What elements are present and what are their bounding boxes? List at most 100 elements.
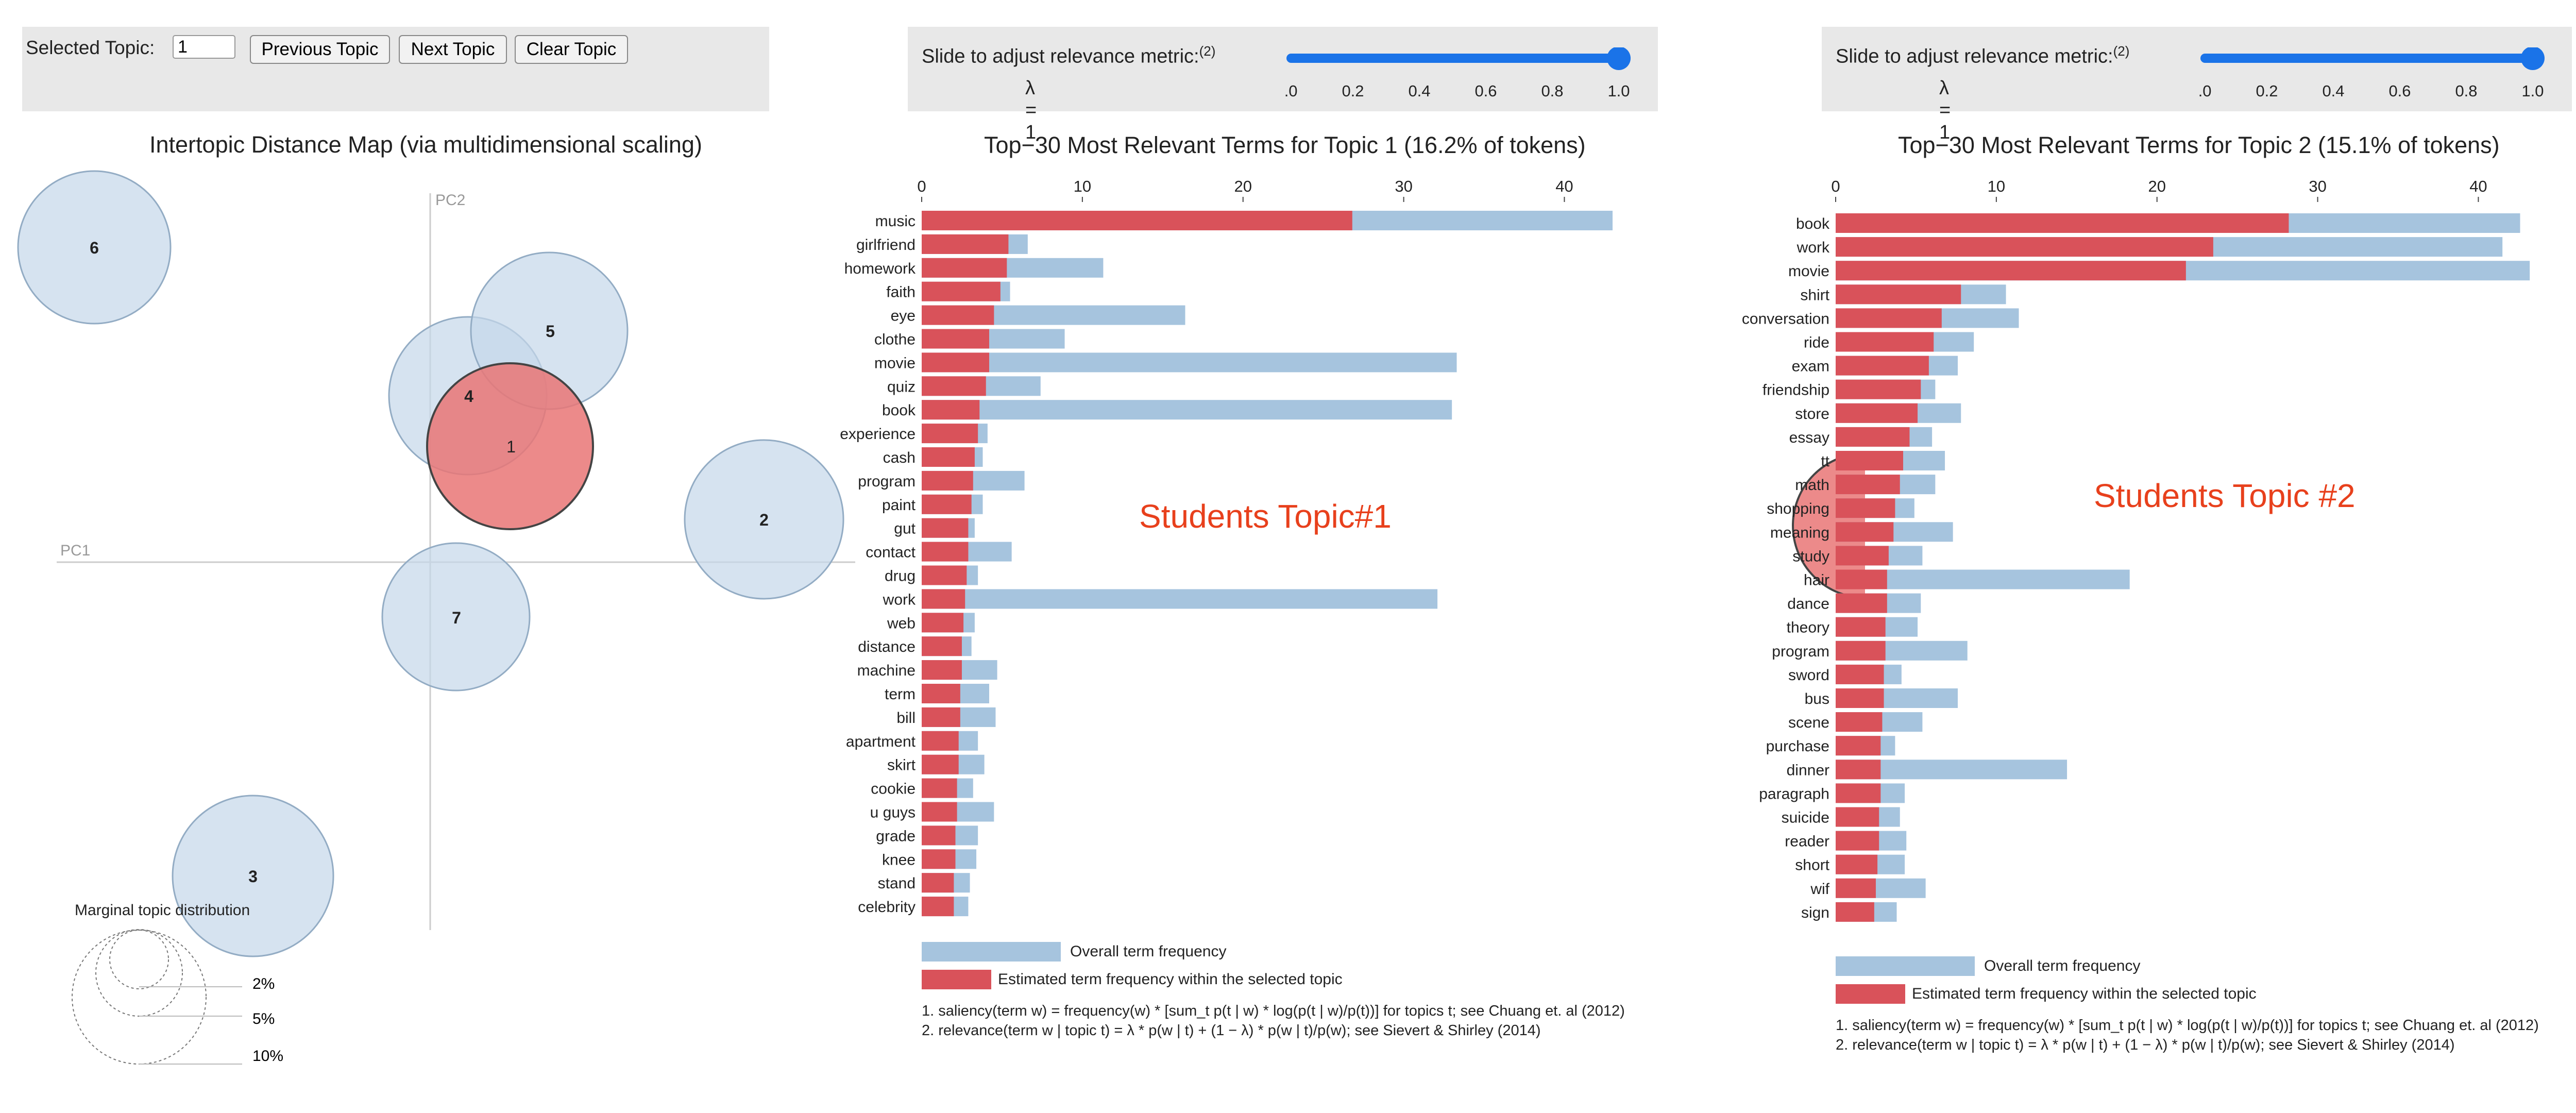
bar-overall	[922, 352, 1457, 373]
term-label: cookie	[871, 781, 916, 798]
topic-label-7: 7	[452, 609, 461, 627]
bar-estimated	[1836, 451, 1903, 470]
bar-estimated	[922, 636, 962, 656]
bar-estimated	[922, 731, 959, 751]
bar-estimated	[1836, 379, 1921, 399]
legend-overall-label: Overall term frequency	[1984, 957, 2141, 974]
term-label: sign	[1801, 904, 1829, 921]
bar-estimated	[922, 518, 969, 538]
legend-estimated-swatch	[922, 970, 991, 989]
term-label: eye	[891, 308, 916, 325]
bar-overall	[922, 400, 1452, 420]
bar-estimated	[922, 400, 980, 420]
bar-estimated	[1836, 712, 1883, 732]
term-label: essay	[1789, 429, 1829, 446]
term-label: music	[875, 213, 916, 230]
term-label: paint	[882, 497, 916, 514]
bar-estimated	[1836, 664, 1884, 684]
term-label: term	[885, 686, 916, 703]
bar-estimated	[1836, 902, 1874, 922]
slider-label-text: Slide to adjust relevance metric:	[1836, 45, 2113, 68]
topic-bubble-7[interactable]	[381, 542, 531, 692]
bar-estimated	[922, 778, 957, 798]
term-label: homework	[844, 260, 916, 277]
bar-estimated	[922, 684, 960, 703]
bar-estimated	[1836, 237, 2213, 257]
x-tick-label: 30	[2309, 177, 2326, 195]
bar-estimated	[1836, 498, 1895, 518]
bar-estimated	[922, 754, 959, 774]
bar-estimated	[922, 470, 973, 491]
slider-thumb[interactable]	[2521, 47, 2545, 70]
topic-bubble-3[interactable]	[172, 795, 334, 957]
footnote-saliency: 1. saliency(term w) = frequency(w) * [su…	[922, 1003, 1625, 1019]
bar-estimated	[922, 707, 960, 727]
bar-estimated	[922, 613, 964, 633]
selected-topic-label: Selected Topic:	[26, 37, 155, 58]
term-label: study	[1792, 548, 1829, 565]
bar-estimated	[922, 565, 967, 585]
topic-bubble-2[interactable]	[684, 439, 844, 600]
bar-estimated	[922, 802, 957, 822]
bar-estimated	[922, 376, 986, 396]
slider-label-footnote: (2)	[2113, 43, 2130, 59]
slider-thumb[interactable]	[1607, 47, 1631, 70]
clear-topic-button[interactable]: Clear Topic	[515, 35, 628, 64]
lambda-value-label: λ = 1	[1025, 77, 1037, 143]
bar-estimated	[1836, 878, 1876, 898]
term-label: cash	[883, 449, 916, 466]
slider-tick-label: 0.4	[2322, 82, 2344, 100]
topic-bubble-6[interactable]	[17, 170, 172, 325]
annotation-students-topic2: Students Topic #2	[2094, 477, 2355, 514]
x-tick-label: 20	[1234, 177, 1251, 195]
term-label: bus	[1805, 690, 1829, 707]
term-label: gut	[894, 520, 916, 537]
term-label: purchase	[1766, 738, 1829, 755]
term-label: bill	[896, 710, 916, 727]
term-label: contact	[866, 544, 916, 561]
bar-estimated	[922, 542, 969, 562]
legend-overall-label: Overall term frequency	[1070, 943, 1227, 960]
relevance-slider[interactable]: 0.0 0.2 0.4 0.6 0.8 1.0	[1284, 47, 1634, 104]
previous-topic-button[interactable]: Previous Topic	[250, 35, 390, 64]
bar-estimated	[1836, 546, 1889, 566]
legend-estimated-swatch	[1836, 984, 1905, 1004]
term-label: shirt	[1800, 286, 1829, 303]
next-topic-button[interactable]: Next Topic	[399, 35, 507, 64]
selected-topic-input[interactable]	[173, 35, 235, 59]
bar-estimated	[1836, 854, 1878, 874]
bar-estimated	[1836, 332, 1934, 352]
term-label: conversation	[1742, 310, 1829, 327]
chart-title: Top−30 Most Relevant Terms for Topic 2 (…	[1898, 132, 2500, 158]
term-label: girlfriend	[856, 237, 916, 254]
slider-track	[2200, 54, 2533, 63]
bar-estimated	[922, 305, 994, 325]
term-label: celebrity	[858, 899, 916, 916]
term-label: stand	[878, 875, 916, 892]
legend-estimated-label: Estimated term frequency within the sele…	[998, 971, 1343, 988]
legend-overall-swatch	[922, 942, 1061, 962]
slider-tick-label: 0.8	[1541, 82, 1563, 100]
slider-tick-label: 0.0	[2198, 82, 2212, 100]
marginal-label-2pct: 2%	[252, 975, 275, 992]
marginal-label-10pct: 10%	[252, 1048, 283, 1065]
term-label: work	[883, 591, 916, 608]
slider-tick-label: 1.0	[2521, 82, 2544, 100]
term-label: meaning	[1770, 524, 1829, 541]
relevance-slider-panel	[1822, 27, 2572, 111]
legend-estimated-label: Estimated term frequency within the sele…	[1912, 985, 2257, 1002]
term-label: hair	[1804, 572, 1829, 589]
slider-tick-label: 0.2	[2256, 82, 2278, 100]
topic-bubble-1-selected[interactable]	[426, 362, 594, 530]
bar-estimated	[1836, 356, 1929, 376]
x-tick-label: 30	[1395, 177, 1412, 195]
bar-estimated	[922, 873, 954, 893]
slider-label-text: Slide to adjust relevance metric:	[922, 45, 1199, 68]
term-label: exam	[1792, 358, 1829, 375]
term-label: u guys	[870, 804, 916, 821]
term-label: shopping	[1767, 500, 1829, 517]
relevance-slider[interactable]: 0.0 0.2 0.4 0.6 0.8 1.0	[2198, 47, 2548, 104]
bar-estimated	[1836, 475, 1900, 495]
slider-tick-label: 0.0	[1284, 82, 1298, 100]
relevance-slider-panel	[908, 27, 1658, 111]
